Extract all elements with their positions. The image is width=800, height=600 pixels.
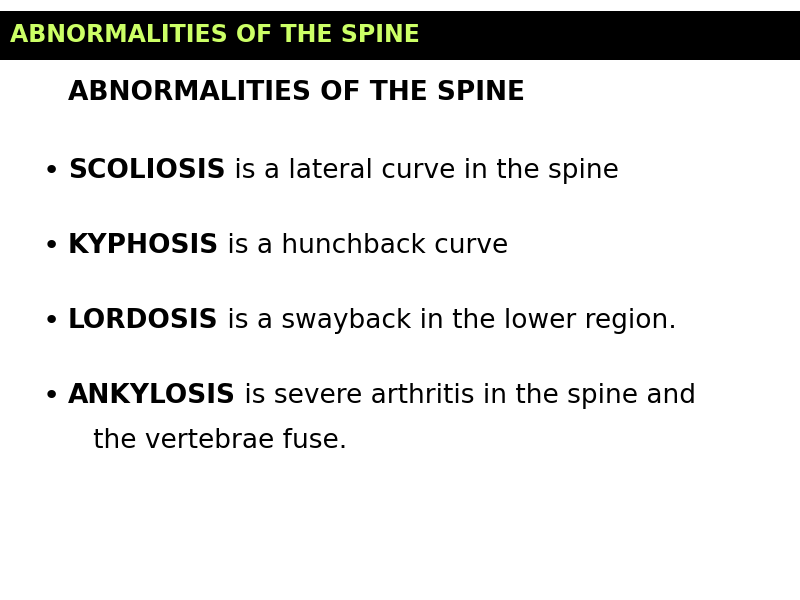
Text: KYPHOSIS: KYPHOSIS [68, 233, 219, 259]
Text: •: • [42, 157, 60, 185]
Text: LORDOSIS: LORDOSIS [68, 308, 218, 334]
Text: •: • [42, 232, 60, 260]
Text: is a lateral curve in the spine: is a lateral curve in the spine [226, 158, 618, 184]
Text: is severe arthritis in the spine and: is severe arthritis in the spine and [236, 383, 696, 409]
Text: •: • [42, 382, 60, 410]
Text: ANKYLOSIS: ANKYLOSIS [68, 383, 236, 409]
Text: is a swayback in the lower region.: is a swayback in the lower region. [218, 308, 676, 334]
Text: •: • [42, 307, 60, 335]
Text: ABNORMALITIES OF THE SPINE: ABNORMALITIES OF THE SPINE [10, 23, 419, 47]
Text: SCOLIOSIS: SCOLIOSIS [68, 158, 226, 184]
Text: the vertebrae fuse.: the vertebrae fuse. [68, 428, 347, 454]
Text: ABNORMALITIES OF THE SPINE: ABNORMALITIES OF THE SPINE [68, 80, 525, 106]
Bar [0, 11, 800, 60]
Text: is a hunchback curve: is a hunchback curve [219, 233, 509, 259]
